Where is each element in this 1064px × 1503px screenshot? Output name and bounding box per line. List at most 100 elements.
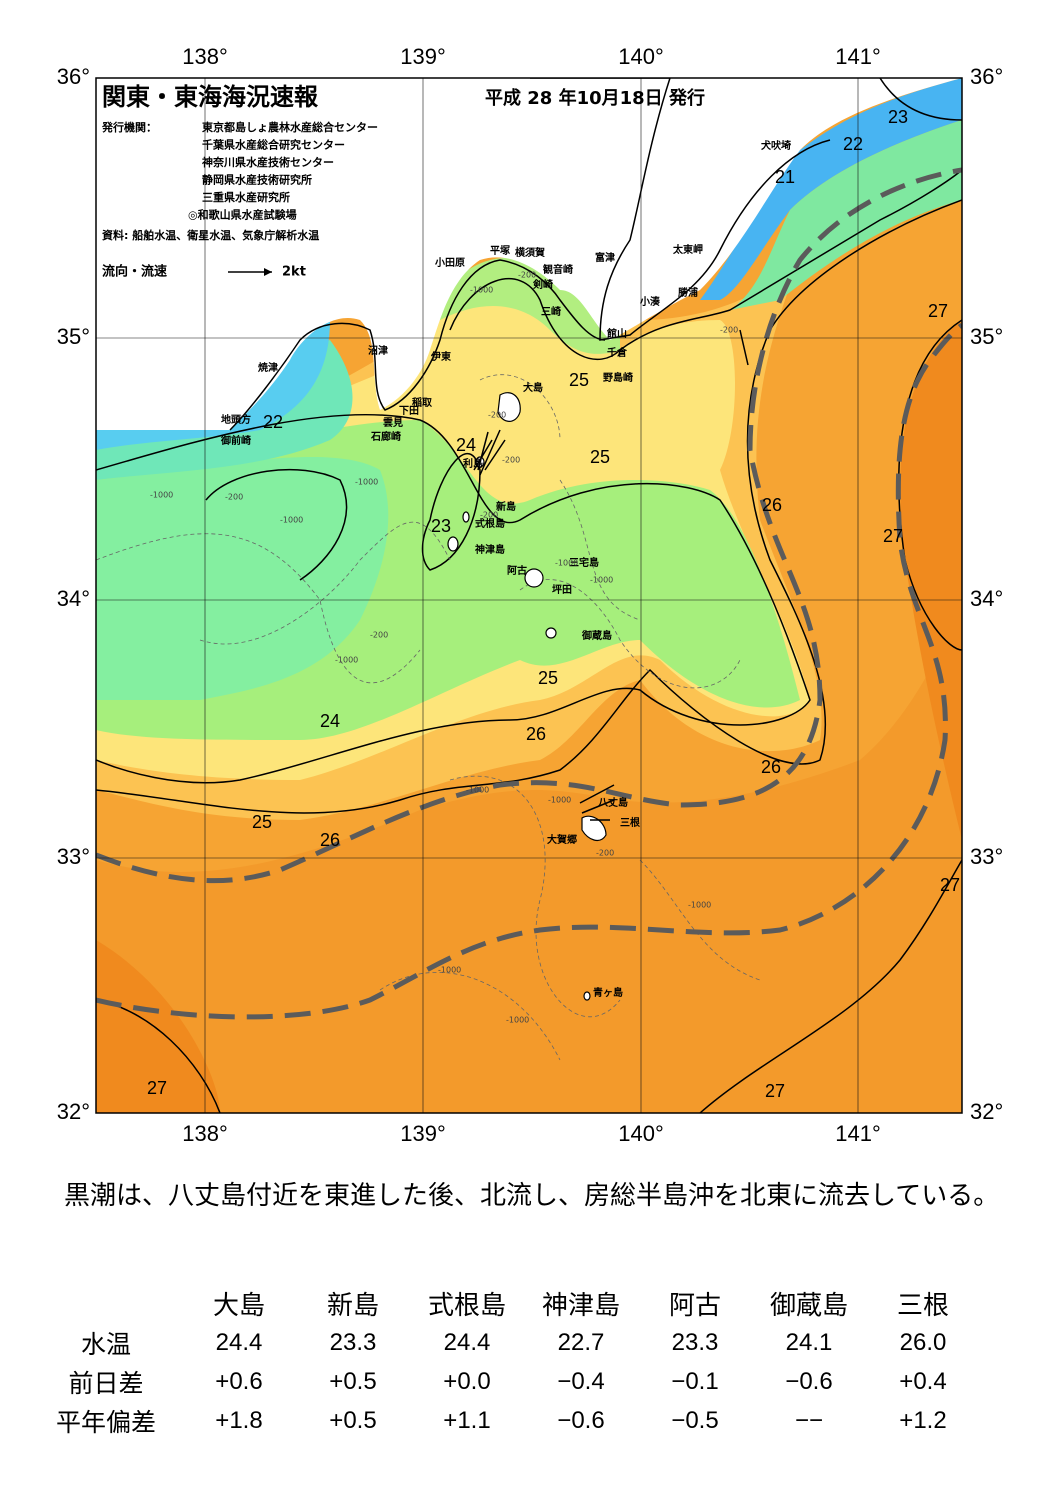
table-row: 前日差 +0.6 +0.5 +0.0 −0.4 −0.1 −0.6 +0.4 xyxy=(30,1362,980,1401)
place-name: 石廊崎 xyxy=(370,430,401,443)
contour-label: 26 xyxy=(526,724,546,744)
place-name: 八丈島 xyxy=(597,796,628,809)
source: 資料: 船舶水温、衛星水温、気象庁解析水温 xyxy=(102,228,319,242)
place-name: 下田 xyxy=(399,405,419,417)
lat-label: 32° xyxy=(57,1099,90,1124)
contour-label: 27 xyxy=(883,526,903,546)
place-name: 剣崎 xyxy=(532,278,553,291)
column-header: 式根島 xyxy=(427,1290,506,1321)
contour-label: 22 xyxy=(263,412,283,432)
cell: 24.4 xyxy=(215,1328,263,1356)
row-label: 前日差 xyxy=(68,1368,144,1398)
map: 関東・東海海況速報 平成 28 年10月18日 発行 発行機関： 資料: 船舶水… xyxy=(57,44,1004,1146)
row-label: 平年偏差 xyxy=(55,1407,156,1437)
summary: 黒潮は、八丈島付近を東進した後、北流し、房総半島沖を北東に流去している。 xyxy=(64,1181,1000,1211)
cell: +0.4 xyxy=(899,1367,947,1395)
lat-label: 36° xyxy=(970,64,1003,89)
cell: −0.6 xyxy=(785,1367,833,1395)
cell: +0.5 xyxy=(329,1406,377,1434)
publisher: ◎和歌山県水産試験場 xyxy=(188,208,297,222)
depth-label: -1000 xyxy=(335,656,358,665)
place-name: 小田原 xyxy=(434,256,465,269)
depth-label: -1000 xyxy=(590,576,613,585)
contour-label: 26 xyxy=(761,757,781,777)
contour-label: 25 xyxy=(590,447,610,467)
place-name: 千倉 xyxy=(607,346,628,359)
place-name: 館山 xyxy=(606,327,627,340)
depth-label: -1000 xyxy=(555,559,578,568)
depth-label: -200 xyxy=(488,411,506,420)
cell: +0.6 xyxy=(215,1367,263,1395)
contour-label: 25 xyxy=(252,812,272,832)
publisher: 三重県水産研究所 xyxy=(202,190,290,204)
legend-speed: 2kt xyxy=(282,265,306,280)
place-name: 雲見 xyxy=(383,417,403,429)
table-row: 平年偏差 +1.8 +0.5 +1.1 −0.6 −0.5 −− +1.2 xyxy=(30,1401,980,1440)
contour-label: 25 xyxy=(569,370,589,390)
cell: −0.4 xyxy=(557,1367,605,1395)
graticule xyxy=(96,78,962,1113)
place-name: 大賀郷 xyxy=(547,833,577,846)
row-label: 水温 xyxy=(80,1329,131,1359)
publisher: 静岡県水産技術研究所 xyxy=(202,173,312,187)
sst-field xyxy=(96,78,962,1113)
depth-label: -1000 xyxy=(280,516,303,525)
depth-label: -1000 xyxy=(466,786,489,795)
place-name: 阿古 xyxy=(507,564,527,577)
column-header: 神津島 xyxy=(541,1290,620,1321)
depth-label: -200 xyxy=(720,326,738,335)
place-name: 平塚 xyxy=(490,244,510,257)
depth-label: -1000 xyxy=(688,901,711,910)
lon-label: 140° xyxy=(618,1121,664,1146)
column-header: 大島 xyxy=(212,1290,265,1321)
legend-arrowhead xyxy=(264,268,272,276)
place-name: 沼津 xyxy=(368,344,388,357)
contour-label: 23 xyxy=(431,516,451,536)
cell: 22.7 xyxy=(557,1328,605,1356)
place-name: 三宅島 xyxy=(569,556,599,569)
contour-label: 26 xyxy=(762,495,782,515)
place-name: 神津島 xyxy=(475,543,505,556)
column-header: 新島 xyxy=(326,1290,379,1321)
contour-label: 23 xyxy=(888,107,908,127)
lon-label: 138° xyxy=(182,1121,228,1146)
depth-label: -200 xyxy=(596,849,614,858)
column-header: 阿古 xyxy=(668,1290,721,1321)
depth-label: -200 xyxy=(518,271,536,280)
temperature-table: 大島 新島 式根島 神津島 阿古 御蔵島 三根 水温 24.4 23.3 24.4 22.7 23.3 2… xyxy=(30,1283,980,1440)
lat-label: 36° xyxy=(57,64,90,89)
contour-label: 24 xyxy=(320,711,340,731)
lat-label: 34° xyxy=(57,586,90,611)
contour-label: 27 xyxy=(928,301,948,321)
contour-label: 24 xyxy=(456,435,476,455)
lat-label: 33° xyxy=(57,844,90,869)
islands xyxy=(447,392,607,1001)
cell: +1.1 xyxy=(443,1406,491,1434)
place-name: 御蔵島 xyxy=(581,629,612,642)
depth-label: -200 xyxy=(370,631,388,640)
lon-label: 139° xyxy=(400,44,446,69)
corner xyxy=(30,1283,182,1323)
lon-label: 139° xyxy=(400,1121,446,1146)
contour-label: 27 xyxy=(940,875,960,895)
depth-label: -200 xyxy=(225,493,243,502)
place-name: 小湊 xyxy=(639,295,661,308)
cell: −0.1 xyxy=(671,1367,719,1395)
lat-label: 32° xyxy=(970,1099,1003,1124)
depth-label: -1000 xyxy=(506,1016,529,1025)
place-name: 稲取 xyxy=(412,396,433,409)
cell: +1.2 xyxy=(899,1406,947,1434)
contour-label: 21 xyxy=(775,167,795,187)
lat-label: 34° xyxy=(970,586,1003,611)
column-header: 御蔵島 xyxy=(769,1290,848,1321)
place-name: 大島 xyxy=(523,381,543,394)
column-header: 三根 xyxy=(896,1290,949,1321)
lon-label: 138° xyxy=(182,44,228,69)
lon-label: 141° xyxy=(835,44,881,69)
place-name: 三崎 xyxy=(541,305,561,318)
publisher: 千葉県水産総合研究センター xyxy=(202,138,345,152)
place-name: 勝浦 xyxy=(678,286,698,299)
title: 関東・東海海況速報 xyxy=(102,83,319,111)
cell: 23.3 xyxy=(671,1328,719,1356)
